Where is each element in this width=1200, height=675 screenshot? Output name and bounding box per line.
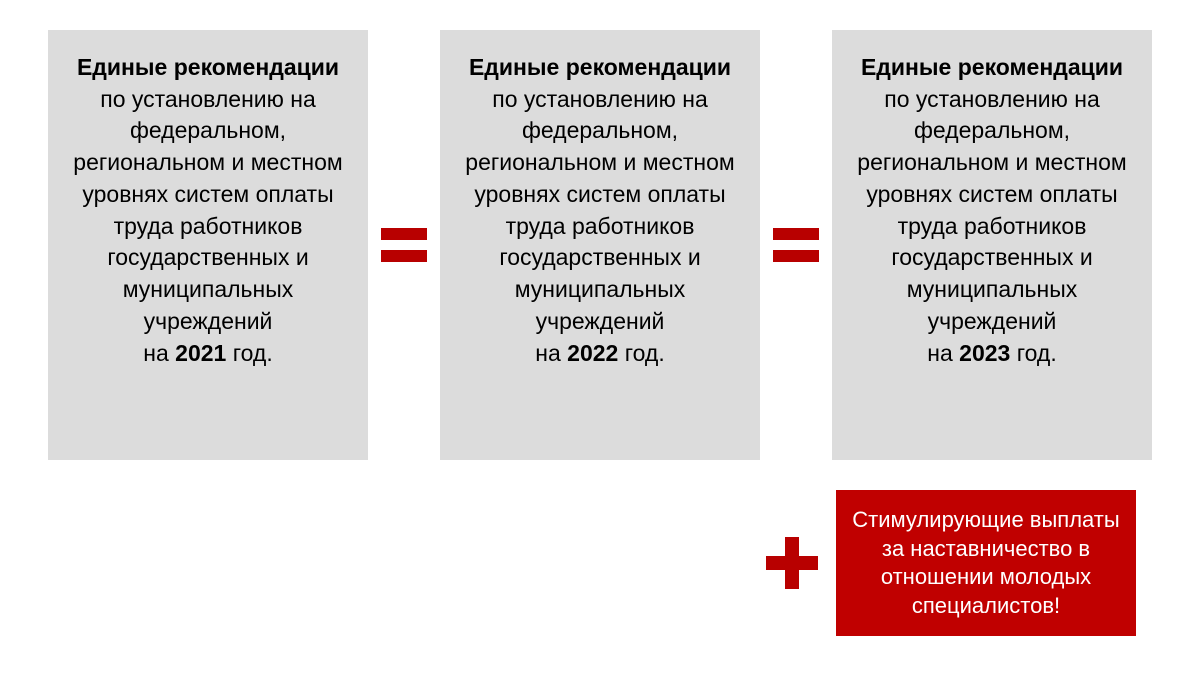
card-2021: Единые рекомендации по установлению на ф… — [48, 30, 368, 460]
card-bold-lead: Единые рекомендации — [77, 54, 339, 80]
redbox: Стимулирующие выплаты за наставничество … — [836, 490, 1136, 636]
card-year-prefix: на — [535, 340, 567, 366]
equals-icon — [378, 228, 430, 262]
card-year-suffix: год. — [1010, 340, 1056, 366]
cards-row: Единые рекомендации по установлению на ф… — [0, 0, 1200, 460]
card-body: по установлению на федеральном, регионал… — [465, 86, 734, 334]
card-text: Единые рекомендации по установлению на ф… — [846, 52, 1138, 369]
card-year: 2023 — [959, 340, 1010, 366]
equals-bar — [381, 228, 427, 240]
card-year-prefix: на — [927, 340, 959, 366]
card-body: по установлению на федеральном, регионал… — [857, 86, 1126, 334]
equals-icon — [770, 228, 822, 262]
card-body: по установлению на федеральном, регионал… — [73, 86, 342, 334]
card-bold-lead: Единые рекомендации — [861, 54, 1123, 80]
card-year: 2021 — [175, 340, 226, 366]
plus-icon — [766, 537, 818, 589]
redbox-text: Стимулирующие выплаты за наставничество … — [852, 507, 1119, 618]
card-year: 2022 — [567, 340, 618, 366]
equals-bar — [773, 228, 819, 240]
card-text: Единые рекомендации по установлению на ф… — [62, 52, 354, 369]
card-year-suffix: год. — [226, 340, 272, 366]
bottom-addendum: Стимулирующие выплаты за наставничество … — [766, 490, 1136, 636]
card-text: Единые рекомендации по установлению на ф… — [454, 52, 746, 369]
card-2023: Единые рекомендации по установлению на ф… — [832, 30, 1152, 460]
equals-bar — [773, 250, 819, 262]
card-year-prefix: на — [143, 340, 175, 366]
equals-bar — [381, 250, 427, 262]
card-2022: Единые рекомендации по установлению на ф… — [440, 30, 760, 460]
card-bold-lead: Единые рекомендации — [469, 54, 731, 80]
card-year-suffix: год. — [618, 340, 664, 366]
